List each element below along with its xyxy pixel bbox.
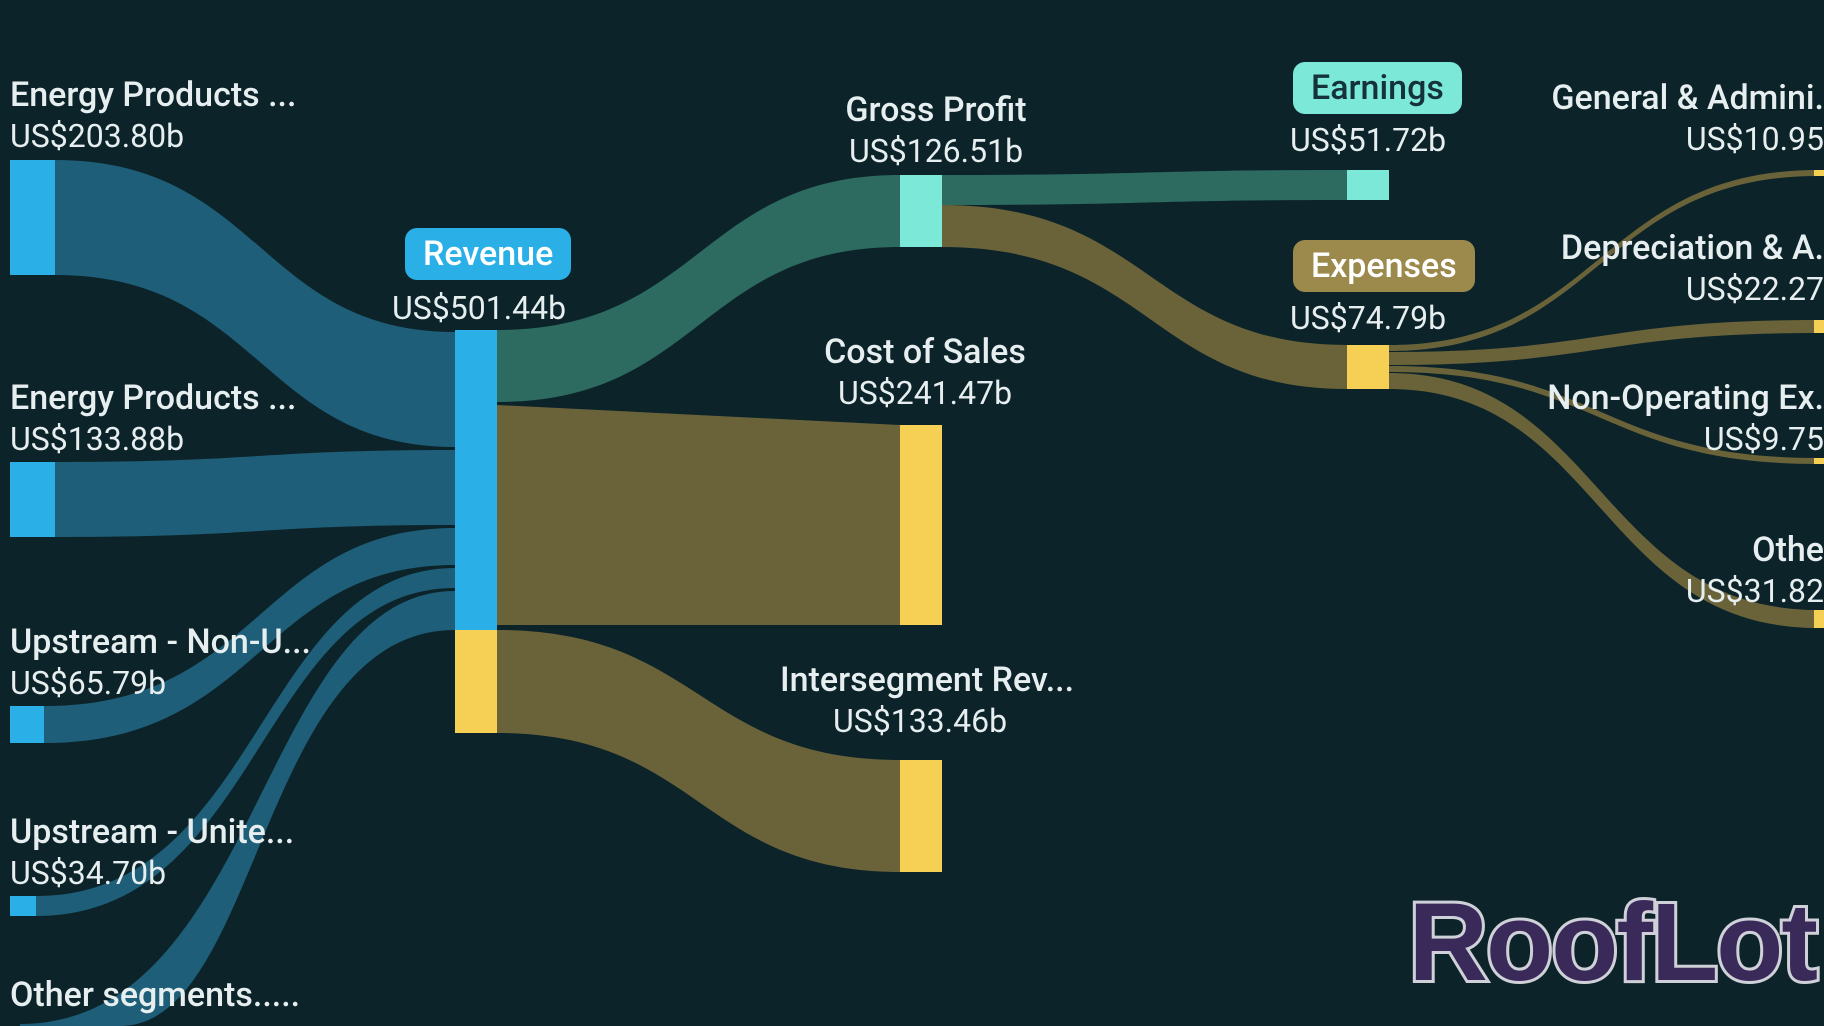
node-label-t1: General & Admini. US$10.95 <box>1551 78 1824 160</box>
node-label-cost-of-sales: Cost of Sales US$241.47b <box>820 332 1030 414</box>
node-value-expenses: US$74.79b <box>1290 298 1446 340</box>
flow-sources-to-revenue <box>20 160 455 1026</box>
node-label-t3: Non-Operating Ex. US$9.75 <box>1547 378 1824 460</box>
node-label-intersegment: Intersegment Rev... US$133.46b <box>780 660 1060 742</box>
node-label-src5: Other segments..... <box>10 975 300 1016</box>
node-label-t2: Depreciation & A. US$22.27 <box>1561 228 1824 310</box>
node-value-earnings: US$51.72b <box>1290 120 1446 162</box>
node-label-gross-profit: Gross Profit US$126.51b <box>836 90 1036 172</box>
badge-earnings: Earnings <box>1293 62 1462 114</box>
node-value-revenue: US$501.44b <box>392 288 566 330</box>
node-label-src4: Upstream - Unite... US$34.70b <box>10 812 294 894</box>
flow-gp-earnings <box>942 170 1347 205</box>
badge-expenses: Expenses <box>1293 240 1475 292</box>
node-label-src2: Energy Products ... US$133.88b <box>10 378 296 460</box>
node-label-src3: Upstream - Non-U... US$65.79b <box>10 622 311 704</box>
node-label-t4: Othe US$31.82 <box>1686 530 1824 612</box>
node-label-src1: Energy Products ... US$203.80b <box>10 75 296 157</box>
watermark-logo: RoofLot <box>1409 879 1816 1006</box>
badge-revenue: Revenue <box>405 228 571 280</box>
flow-revenue-cost-of-sales <box>497 405 900 625</box>
